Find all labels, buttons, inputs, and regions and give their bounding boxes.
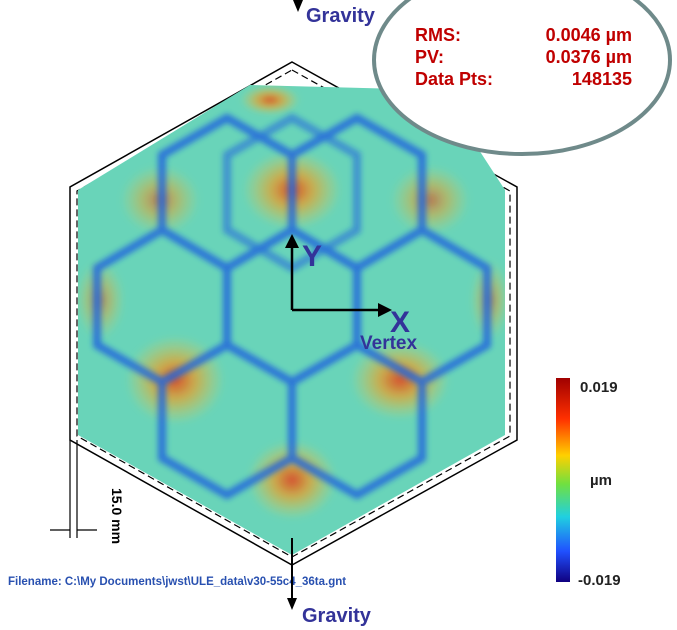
x-axis-label: X <box>390 306 410 339</box>
colorbar-max: 0.019 <box>580 379 618 396</box>
dimension-label: 15.0 mm <box>109 488 125 544</box>
y-arrowhead <box>285 234 299 248</box>
colorbar-unit: µm <box>590 472 612 489</box>
gravity-label: Gravity <box>306 5 376 27</box>
gravity-arrow <box>287 598 297 610</box>
stat-label: PV: <box>415 47 444 67</box>
y-axis-label: Y <box>302 240 322 273</box>
surface-map <box>78 85 505 555</box>
dimension-lines <box>50 440 97 538</box>
axes-arrows <box>290 245 380 312</box>
filename: Filename: C:\My Documents\jwst\ULE_data\… <box>8 576 346 588</box>
stats-callout <box>372 0 672 156</box>
colorbar <box>556 378 570 582</box>
stat-value: 0.0376 µm <box>546 47 632 67</box>
vertex-label: Vertex <box>360 333 417 354</box>
x-arrowhead <box>378 303 392 317</box>
stat-value: 0.0046 µm <box>546 25 632 45</box>
gravity-arrow <box>293 0 303 12</box>
colorbar-min: -0.019 <box>578 572 621 589</box>
stat-label: RMS: <box>415 25 461 45</box>
stat-label: Data Pts: <box>415 69 493 89</box>
gravity-label: Gravity <box>302 605 372 627</box>
stat-value: 148135 <box>572 69 632 89</box>
